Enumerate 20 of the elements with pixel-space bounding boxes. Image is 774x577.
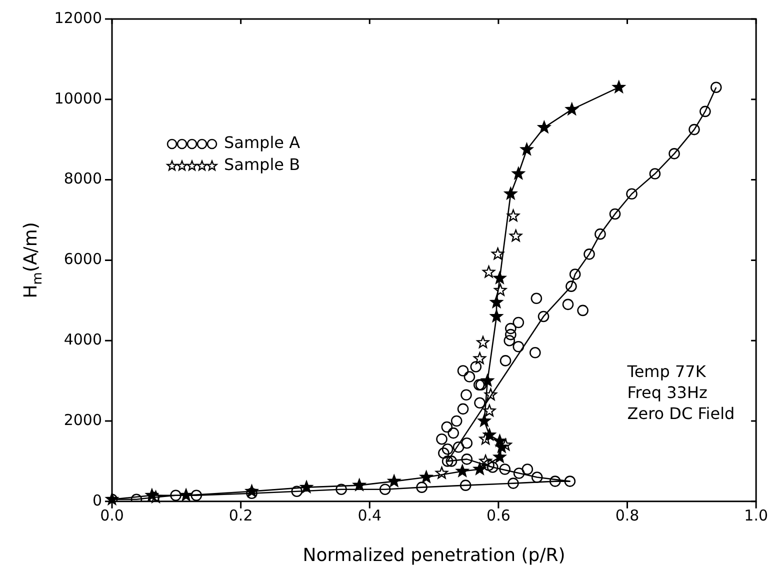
- y-tick-label: 2000: [64, 410, 102, 429]
- x-tick-label: 0.8: [615, 506, 640, 524]
- annotation: Zero DC Field: [627, 404, 735, 423]
- x-tick-label: 0.6: [486, 506, 510, 524]
- x-tick-label: 0.0: [100, 506, 124, 524]
- legend-label: Sample A: [224, 133, 300, 152]
- y-tick-label: 10000: [54, 89, 102, 108]
- y-tick-label: 12000: [54, 8, 102, 27]
- y-tick-label: 8000: [64, 170, 102, 188]
- y-axis-title: Hm(A/m): [20, 222, 46, 298]
- annotation: Freq 33Hz: [627, 382, 708, 402]
- y-tick-label: 0: [92, 491, 102, 510]
- y-tick-label: 6000: [64, 250, 102, 268]
- annotation: Temp 77K: [626, 362, 706, 381]
- x-tick-label: 1.0: [744, 506, 768, 524]
- x-tick-label: 0.4: [358, 506, 382, 524]
- x-tick-label: 0.2: [228, 506, 253, 524]
- legend-label: Sample B: [224, 155, 300, 174]
- y-tick-label: 4000: [64, 330, 102, 348]
- x-axis-title: Normalized penetration (p/R): [302, 544, 566, 566]
